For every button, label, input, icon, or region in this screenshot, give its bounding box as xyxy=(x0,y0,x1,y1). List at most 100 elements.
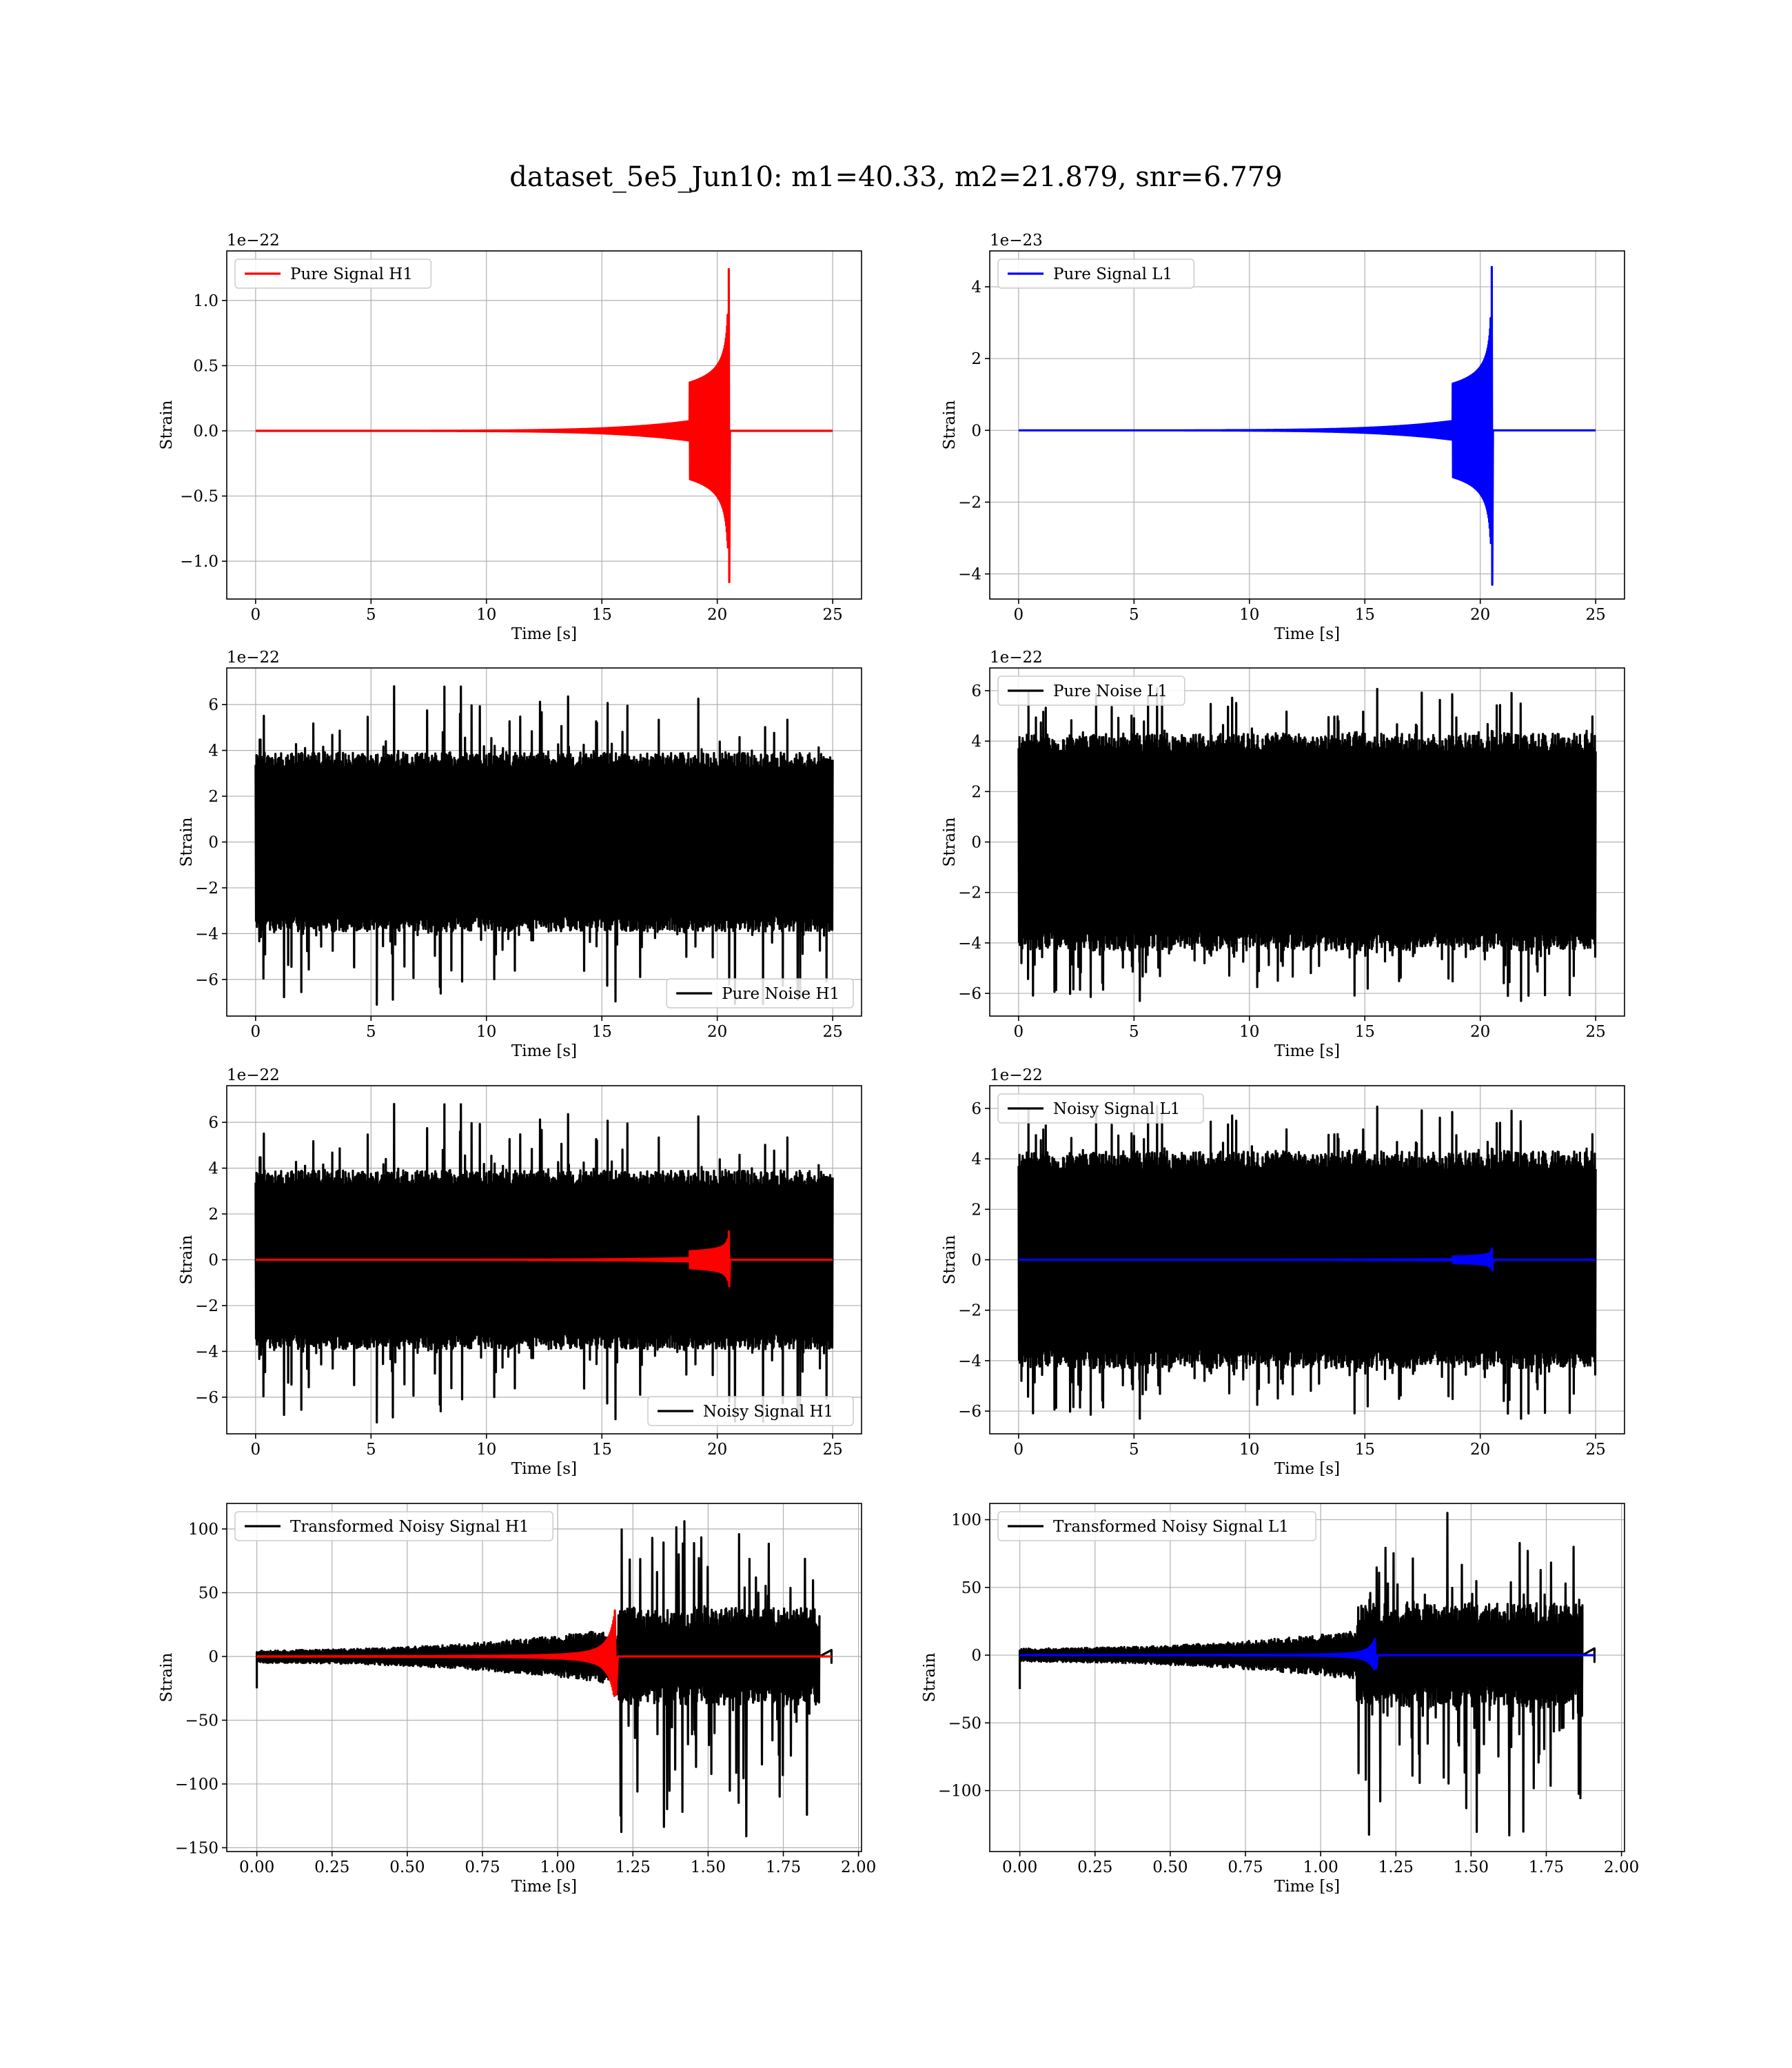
x-tick-label: 0 xyxy=(1014,1441,1024,1459)
x-tick-label: 20 xyxy=(1470,606,1490,624)
x-axis-label: Time [s] xyxy=(511,625,577,643)
y-tick-label: 2 xyxy=(208,788,218,806)
x-axis-label: Time [s] xyxy=(1274,1878,1340,1896)
legend-box xyxy=(997,676,1185,706)
x-axis-label: Time [s] xyxy=(511,1042,577,1060)
plot-area xyxy=(254,1103,834,1423)
y-axis-label: Strain xyxy=(941,817,959,866)
y-axis-label: Strain xyxy=(158,400,176,449)
legend-box xyxy=(234,258,432,289)
legend: Pure Signal H1 xyxy=(234,258,432,289)
x-tick-label: 5 xyxy=(1129,606,1139,624)
series-line-overlay-1 xyxy=(1019,1637,1595,1670)
plot-area xyxy=(254,685,834,1006)
y-tick-label: −2 xyxy=(195,880,218,898)
x-tick-label: 10 xyxy=(1239,1441,1259,1459)
x-tick-label: 0.50 xyxy=(389,1858,425,1876)
x-tick-label: 0.00 xyxy=(239,1858,274,1876)
y-tick-label: −6 xyxy=(195,971,218,989)
series-line-pure-noise-h1 xyxy=(254,685,834,1006)
series-line-overlay-1 xyxy=(254,1230,833,1288)
y-tick-label: −100 xyxy=(938,1783,981,1801)
plot-area xyxy=(1017,265,1596,586)
legend-label: Noisy Signal L1 xyxy=(1053,1100,1180,1118)
x-tick-label: 1.25 xyxy=(615,1858,651,1876)
x-tick-label: 2.00 xyxy=(841,1858,876,1876)
y-tick-label: 2 xyxy=(971,1201,981,1219)
x-tick-label: 1.75 xyxy=(766,1858,801,1876)
x-tick-label: 0.75 xyxy=(1228,1858,1263,1876)
y-tick-label: −50 xyxy=(185,1712,218,1730)
series-line-pure-signal-l1 xyxy=(1017,265,1596,586)
y-tick-label: 4 xyxy=(208,1160,218,1178)
x-tick-label: 0.25 xyxy=(314,1858,349,1876)
y-tick-label: 0.0 xyxy=(193,423,218,440)
y-tick-label: −2 xyxy=(195,1297,218,1315)
x-tick-label: 5 xyxy=(1129,1441,1139,1459)
y-tick-label: −6 xyxy=(958,1403,981,1421)
x-tick-label: 5 xyxy=(366,606,376,624)
legend: Noisy Signal L1 xyxy=(997,1093,1204,1124)
y-tick-label: 6 xyxy=(208,696,218,714)
legend-label: Pure Noise L1 xyxy=(1053,682,1168,700)
y-axis-label: Strain xyxy=(941,400,959,449)
series-line-overlay-1 xyxy=(256,1609,832,1697)
y-axis-label: Strain xyxy=(178,1235,196,1284)
y-tick-label: 1.0 xyxy=(193,292,218,310)
y-tick-label: −2 xyxy=(958,884,981,902)
x-tick-label: 20 xyxy=(707,1023,727,1041)
x-tick-label: 0.50 xyxy=(1152,1858,1188,1876)
x-tick-label: 5 xyxy=(1129,1023,1139,1041)
x-tick-label: 5 xyxy=(366,1023,376,1041)
subplot-noisy-signal-h1: 0 5 10 15 20 25 −6 −4 −2 0 2 4 6 1e−22 Time [s] Strain N… xyxy=(178,1066,862,1478)
axis-offset-text: 1e−22 xyxy=(990,649,1043,667)
x-tick-label: 25 xyxy=(822,1023,842,1041)
legend-box xyxy=(234,1511,553,1541)
series-line-pure-noise-l1 xyxy=(1017,687,1597,1002)
x-tick-label: 15 xyxy=(592,1023,612,1041)
y-tick-label: −2 xyxy=(958,1302,981,1320)
subplot-pure-signal-h1: 0 5 10 15 20 25 −1.0 −0.5 0.0 0.5 1.0 1e−22 Time [s]… xyxy=(158,232,862,643)
x-tick-label: 1.00 xyxy=(1303,1858,1338,1876)
x-axis-label: Time [s] xyxy=(511,1460,577,1478)
y-axis-label: Strain xyxy=(941,1235,959,1284)
x-axis-label: Time [s] xyxy=(1274,625,1340,643)
y-tick-label: 2 xyxy=(971,783,981,801)
y-tick-label: 4 xyxy=(971,278,981,296)
y-tick-label: 50 xyxy=(198,1584,218,1602)
x-tick-label: 15 xyxy=(592,1441,612,1459)
legend-label: Transformed Noisy Signal L1 xyxy=(1053,1518,1289,1536)
x-tick-label: 1.00 xyxy=(540,1858,576,1876)
axes-frame xyxy=(989,1503,1625,1852)
y-axis-label: Strain xyxy=(921,1652,939,1702)
y-tick-label: 0.5 xyxy=(193,357,218,375)
y-tick-label: 6 xyxy=(208,1114,218,1132)
y-axis-label: Strain xyxy=(178,817,196,866)
x-tick-label: 2.00 xyxy=(1604,1858,1639,1876)
x-tick-label: 10 xyxy=(1239,1023,1259,1041)
y-tick-label: −4 xyxy=(958,566,981,584)
legend-box xyxy=(666,978,854,1008)
y-tick-label: −50 xyxy=(948,1714,981,1732)
y-tick-label: 4 xyxy=(971,733,981,751)
x-tick-label: 25 xyxy=(1585,1023,1605,1041)
y-tick-label: −0.5 xyxy=(180,488,218,506)
x-tick-label: 0 xyxy=(251,606,261,624)
legend-box xyxy=(997,1093,1204,1124)
x-tick-label: 15 xyxy=(1355,1023,1375,1041)
x-tick-label: 0 xyxy=(1014,606,1024,624)
y-tick-label: 2 xyxy=(971,350,981,368)
x-tick-label: 0.00 xyxy=(1002,1858,1037,1876)
y-tick-label: 0 xyxy=(971,834,981,852)
legend: Transformed Noisy Signal L1 xyxy=(997,1511,1316,1541)
axis-offset-text: 1e−22 xyxy=(990,1066,1043,1084)
x-tick-label: 10 xyxy=(476,606,496,624)
y-tick-label: −6 xyxy=(195,1389,218,1407)
y-tick-label: 6 xyxy=(971,682,981,700)
x-tick-label: 15 xyxy=(1355,606,1375,624)
y-tick-label: −4 xyxy=(195,925,218,943)
axis-offset-text: 1e−22 xyxy=(227,1066,280,1084)
x-tick-label: 20 xyxy=(707,606,727,624)
y-tick-label: −4 xyxy=(958,935,981,953)
axis-offset-text: 1e−22 xyxy=(227,232,280,250)
